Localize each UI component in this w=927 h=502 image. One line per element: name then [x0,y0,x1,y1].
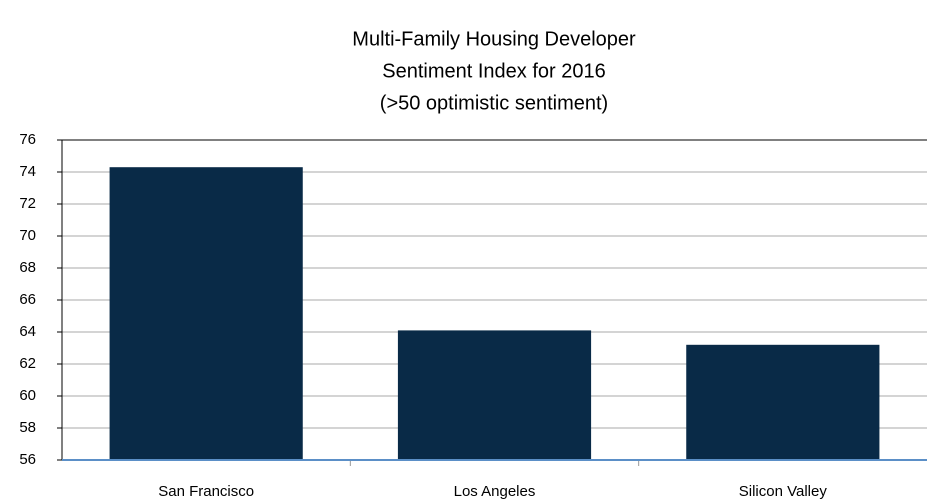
y-tick-label: 74 [19,163,36,180]
y-tick-label: 62 [19,355,36,372]
y-tick-label: 76 [19,131,36,148]
y-tick-label: 68 [19,259,36,276]
y-tick-label: 58 [19,419,36,436]
bar [109,167,303,460]
y-tick-label: 56 [19,451,36,468]
x-tick-label: Los Angeles [454,483,536,500]
x-tick-label: San Francisco [158,483,254,500]
y-tick-label: 64 [19,323,36,340]
x-tick-label: Silicon Valley [739,483,828,500]
y-tick-label: 72 [19,195,36,212]
y-tick-label: 66 [19,291,36,308]
y-tick-label: 70 [19,227,36,244]
chart-subtitle: (>50 optimistic sentiment) [380,92,608,114]
y-tick-label: 60 [19,387,36,404]
bar [397,330,592,460]
bar [686,344,880,460]
chart-title: Multi-Family Housing Developer [352,28,636,50]
chart-title: Sentiment Index for 2016 [382,60,605,82]
